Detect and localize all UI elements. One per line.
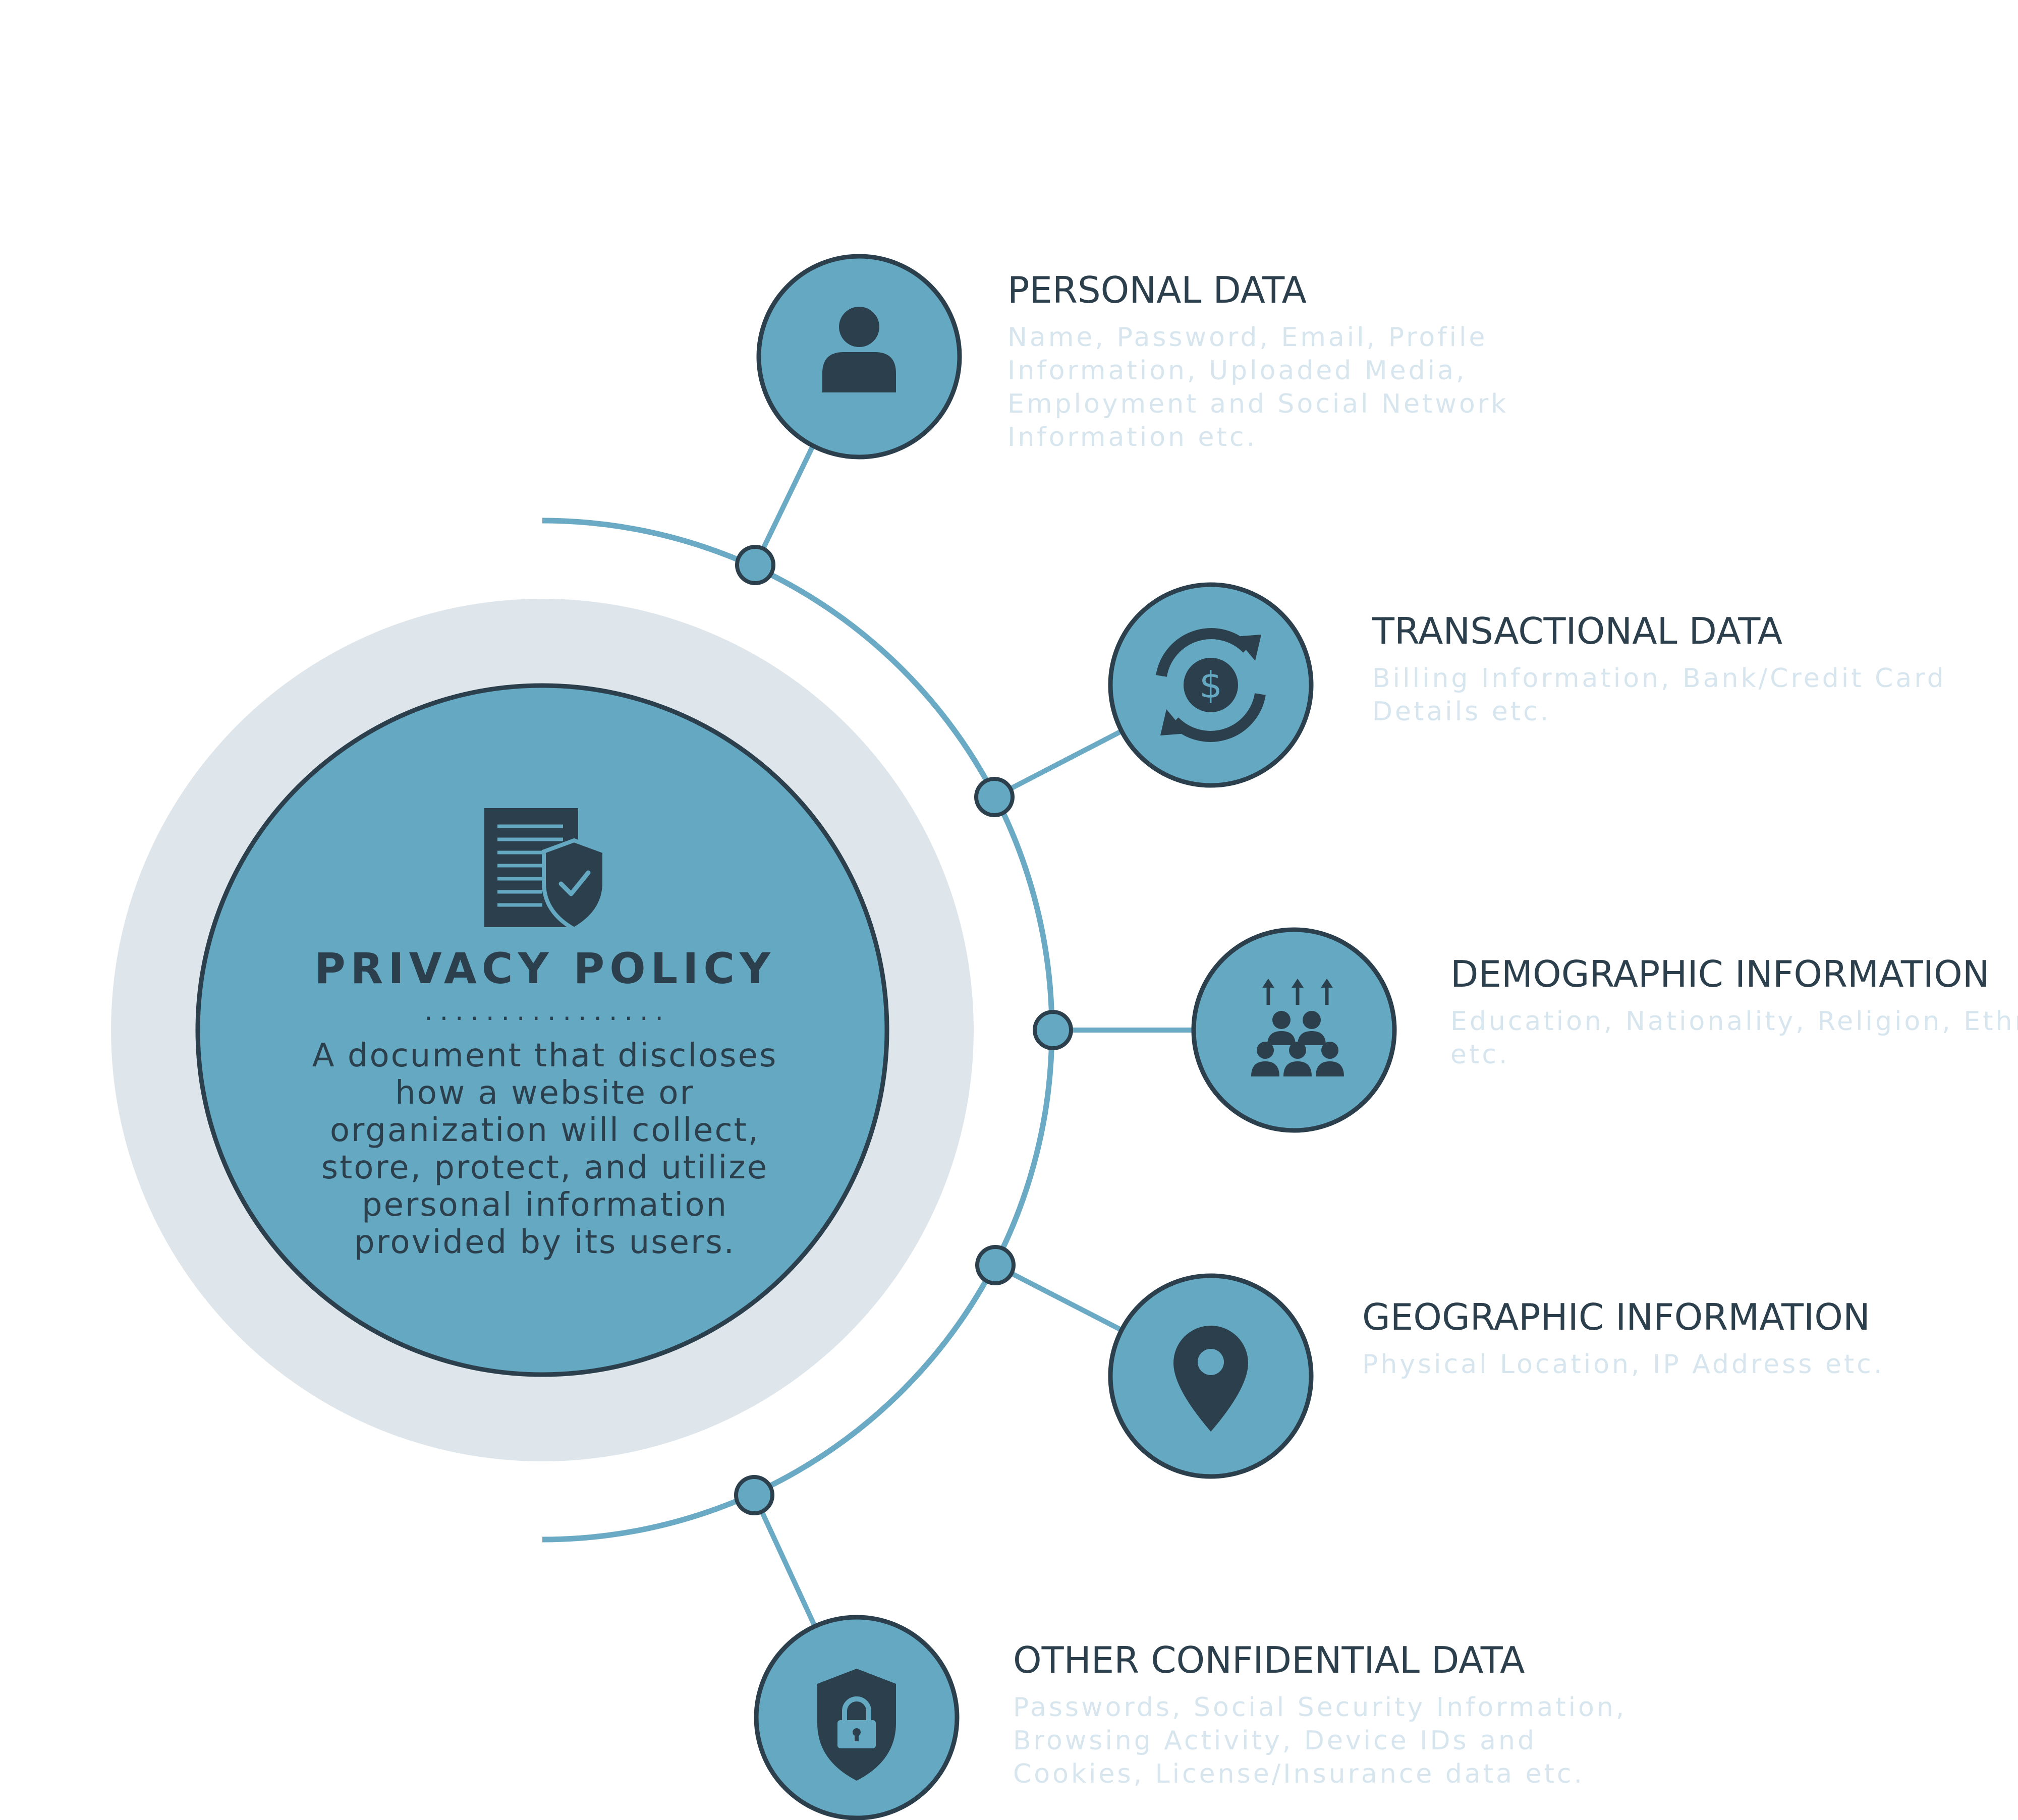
demographic-information-badge — [1191, 927, 1397, 1133]
item-description: Passwords, Social Security Information, … — [1013, 1692, 1627, 1789]
center-title: PRIVACY POLICY — [314, 944, 775, 993]
user-icon — [822, 307, 896, 392]
item-description: Name, Password, Email, Profile Informati… — [1007, 322, 1509, 452]
location-pin-icon — [1173, 1326, 1248, 1432]
item-personal-data: PERSONAL DATA Name, Password, Email, Pro… — [1007, 268, 1663, 454]
item-title: DEMOGRAPHIC INFORMATION — [1450, 953, 1990, 995]
personal-data-badge — [756, 254, 962, 460]
item-other-confidential-data: OTHER CONFIDENTIAL DATA Passwords, Socia… — [1013, 1638, 1669, 1791]
item-title: PERSONAL DATA — [1007, 269, 1307, 311]
item-title: TRANSACTIONAL DATA — [1372, 610, 1782, 652]
item-description: Physical Location, IP Address etc. — [1362, 1349, 1885, 1380]
item-title: OTHER CONFIDENTIAL DATA — [1013, 1639, 1525, 1681]
center-text-block: PRIVACY POLICY ................ A docume… — [262, 943, 827, 1261]
document-shield-icon — [484, 808, 606, 932]
arc-nodes — [734, 545, 1073, 1515]
item-transactional-data: TRANSACTIONAL DATA Billing Information, … — [1372, 609, 2018, 728]
geographic-information-badge — [1108, 1273, 1314, 1479]
item-description: Billing Information, Bank/Credit Card De… — [1372, 663, 1946, 727]
shield-lock-icon — [817, 1669, 896, 1781]
center-divider: ................ — [422, 1000, 668, 1026]
item-geographic-information: GEOGRAPHIC INFORMATION Physical Location… — [1362, 1295, 2018, 1381]
people-group-icon — [1251, 979, 1344, 1076]
item-demographic-information: DEMOGRAPHIC INFORMATION Education, Natio… — [1450, 952, 2018, 1071]
connector-lines — [752, 438, 1208, 1630]
svg-text:$: $ — [1199, 664, 1222, 706]
item-title: GEOGRAPHIC INFORMATION — [1362, 1296, 1870, 1338]
dollar-cycle-icon: $ — [1156, 628, 1266, 742]
center-description: A document that discloses how a website … — [312, 1037, 778, 1261]
other-confidential-data-badge — [754, 1615, 960, 1820]
item-description: Education, Nationality, Religion, Ethnic… — [1450, 1006, 2018, 1070]
transactional-data-badge: $ — [1108, 582, 1314, 788]
center-circle — [195, 683, 889, 1377]
